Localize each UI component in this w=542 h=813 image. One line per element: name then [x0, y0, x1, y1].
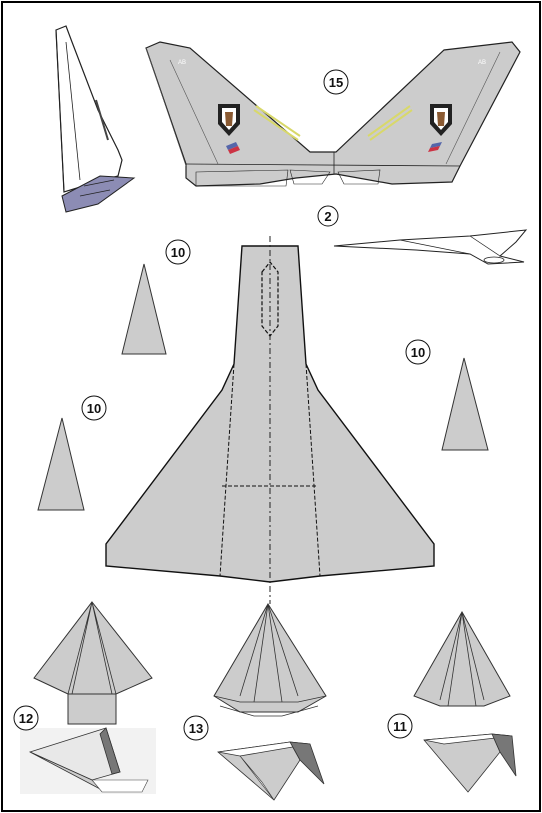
- step-label-wing-fold: 2: [317, 205, 339, 227]
- fin-lower-left: [37, 417, 85, 511]
- wing-fold-sketch: [333, 229, 528, 265]
- svg-text:15: 15: [329, 75, 343, 90]
- nose-fold-right: [413, 610, 511, 707]
- squadron-insignia-icon: [218, 104, 240, 136]
- svg-text:10: 10: [87, 401, 101, 416]
- fin-upper-left: [121, 263, 167, 355]
- svg-text:10: 10: [171, 245, 185, 260]
- svg-text:12: 12: [19, 711, 33, 726]
- nose-fold-center: [213, 603, 327, 717]
- nose-3d-center: [217, 741, 325, 801]
- step-label-nose-right: 11: [387, 713, 413, 739]
- step-label-tail: 15: [323, 69, 349, 95]
- step-label-nose-left: 12: [13, 705, 39, 731]
- main-wing-fuselage: [105, 236, 435, 604]
- nose-3d-left: [20, 727, 156, 794]
- nose-3d-right: [423, 733, 517, 793]
- squadron-insignia-icon: [430, 104, 452, 136]
- svg-text:13: 13: [189, 721, 203, 736]
- step-label-fin-right: 10: [405, 339, 431, 365]
- cockpit-outline: [261, 261, 279, 337]
- tail-code-right: AB: [478, 60, 486, 66]
- fin-right: [441, 357, 489, 451]
- nose-fold-left: [33, 601, 153, 725]
- step-label-fin-left: 10: [165, 239, 191, 265]
- stabilizer-fold-tab: [61, 175, 136, 213]
- svg-text:2: 2: [324, 209, 331, 224]
- vertical-stabilizer-piece: [55, 25, 136, 213]
- tail-code-left: AB: [178, 60, 186, 66]
- svg-text:11: 11: [393, 719, 407, 734]
- step-label-fin-lower-left: 10: [81, 395, 107, 421]
- twin-tail-piece: AB AB: [145, 41, 521, 187]
- svg-text:10: 10: [411, 345, 425, 360]
- step-label-nose-center: 13: [183, 715, 209, 741]
